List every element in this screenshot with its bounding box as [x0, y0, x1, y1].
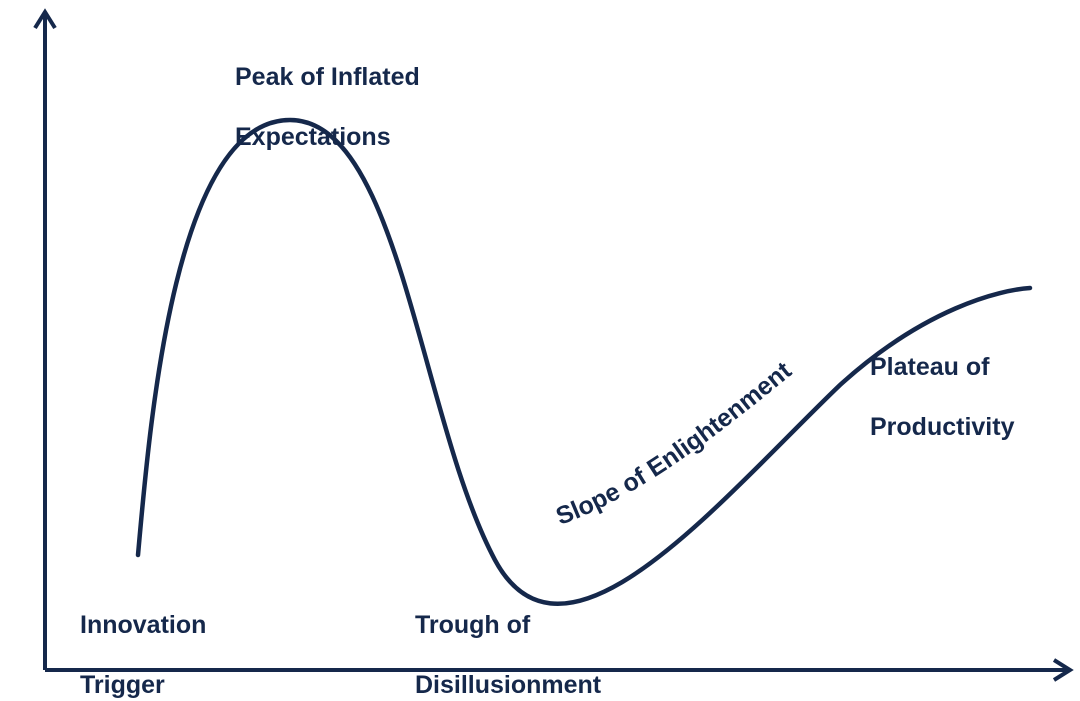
trough-disillusionment-label: Trough of Disillusionment [415, 580, 601, 700]
label-line: Innovation [80, 611, 206, 639]
label-line: Disillusionment [415, 671, 601, 699]
label-line: Peak of Inflated [235, 63, 420, 91]
label-line: Trough of [415, 611, 530, 639]
plateau-productivity-label: Plateau of Productivity [870, 322, 1014, 442]
slope-label: Slope of Enlightenment [552, 356, 797, 531]
peak-expectations-label: Peak of Inflated Expectations [235, 32, 420, 152]
label-line: Plateau of [870, 353, 989, 381]
label-line: Expectations [235, 123, 391, 151]
innovation-trigger-label: Innovation Trigger [80, 580, 206, 700]
label-line: Trigger [80, 671, 165, 699]
hype-cycle-diagram: Slope of Enlightenment Innovation Trigge… [0, 0, 1080, 701]
label-line: Productivity [870, 413, 1014, 441]
